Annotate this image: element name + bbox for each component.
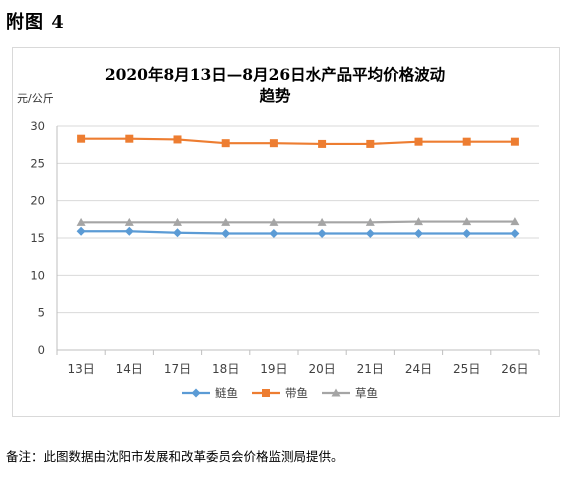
legend-label: 草鱼	[355, 386, 378, 400]
legend-marker	[331, 388, 341, 397]
data-point	[510, 217, 520, 226]
series-line-2	[81, 220, 515, 224]
legend-marker	[191, 388, 201, 398]
footnote: 备注：此图数据由沈阳市发展和改革委员会价格监测局提供。	[6, 449, 344, 464]
data-point	[221, 139, 230, 148]
data-point	[221, 217, 231, 226]
data-point	[124, 226, 134, 236]
data-point	[124, 217, 134, 226]
line-chart: 2020年8月13日—8月26日水产品平均价格波动 趋势 元/公斤 0 5 10 15…	[17, 65, 540, 400]
data-point	[414, 217, 423, 226]
chart-title-line1: 2020年8月13日—8月26日水产品平均价格波动	[105, 65, 445, 84]
data-point	[462, 229, 472, 239]
data-point	[462, 137, 471, 146]
x-tick-label: 18日	[212, 362, 239, 376]
data-point	[510, 229, 520, 239]
data-point	[317, 217, 327, 226]
y-tick-label: 30	[30, 119, 45, 133]
series-line-0	[81, 230, 515, 235]
data-point	[269, 217, 279, 226]
x-tick-label: 26日	[501, 362, 528, 376]
y-tick-label: 20	[30, 194, 45, 208]
y-tick-label: 5	[38, 306, 45, 320]
data-point	[173, 217, 182, 226]
chart-title-line2: 趋势	[259, 86, 291, 105]
x-tick-label: 20日	[308, 362, 335, 376]
data-point	[462, 217, 472, 226]
data-point	[414, 229, 423, 239]
x-tick-label: 21日	[357, 362, 384, 376]
data-point	[365, 217, 375, 226]
data-point	[366, 139, 375, 148]
data-point	[76, 226, 86, 236]
data-point	[173, 135, 182, 144]
legend-label: 带鱼	[285, 386, 308, 400]
data-point	[365, 229, 375, 239]
y-tick-label: 10	[30, 268, 45, 282]
legend-marker	[262, 389, 270, 397]
chart-frame: 2020年8月13日—8月26日水产品平均价格波动 趋势 元/公斤 0 5 10 15…	[12, 47, 560, 417]
x-tick-label: 19日	[260, 362, 287, 376]
series-line-1	[81, 137, 515, 146]
data-point	[173, 228, 182, 238]
x-tick-label: 24日	[405, 362, 432, 376]
data-point	[317, 229, 327, 239]
y-tick-label: 25	[30, 156, 45, 170]
data-point	[318, 139, 327, 148]
data-point	[269, 139, 278, 148]
legend-label: 鲢鱼	[215, 386, 238, 400]
data-point	[125, 134, 134, 143]
data-point	[221, 229, 231, 239]
y-tick-label: 0	[38, 343, 45, 357]
data-point	[510, 137, 519, 146]
x-tick-label: 13日	[67, 362, 94, 376]
x-tick-label: 14日	[116, 362, 143, 376]
y-axis-label: 元/公斤	[17, 92, 54, 105]
data-point	[414, 137, 423, 146]
y-tick-label: 15	[30, 231, 45, 245]
figure-heading: 附图 4	[6, 12, 65, 33]
data-point	[269, 229, 279, 239]
x-tick-label: 25日	[453, 362, 480, 376]
data-point	[77, 134, 86, 143]
x-tick-label: 17日	[164, 362, 191, 376]
data-point	[76, 217, 86, 226]
